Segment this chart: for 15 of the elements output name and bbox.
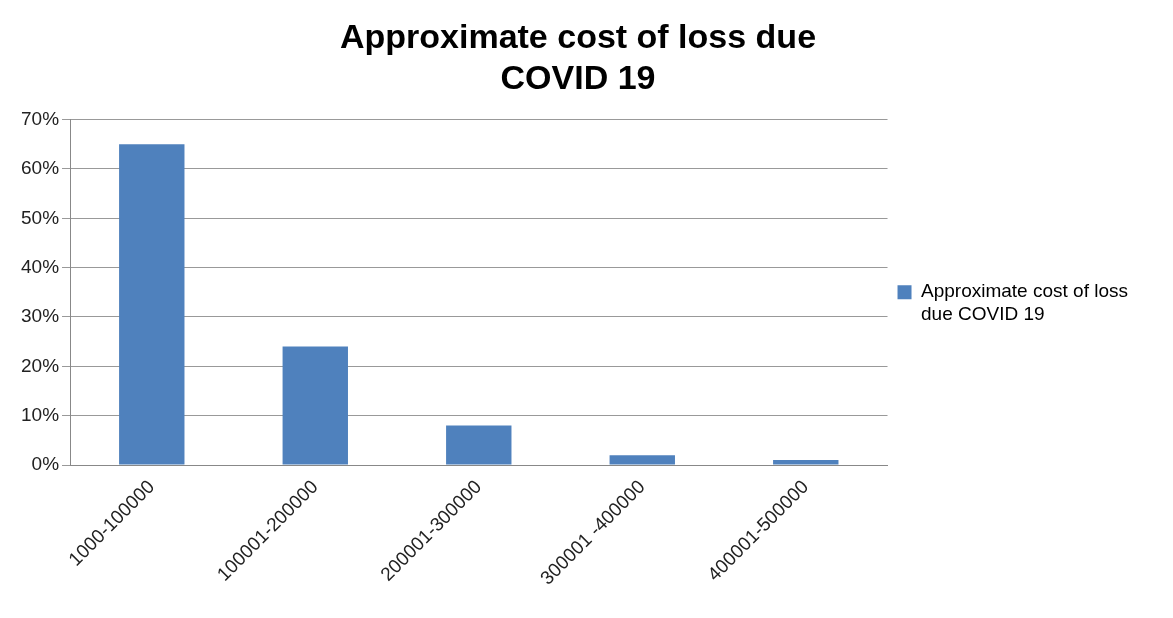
chart-title: Approximate cost of loss due COVID 19	[339, 16, 817, 96]
bar	[609, 455, 675, 465]
bar	[773, 460, 839, 465]
bar	[282, 346, 348, 465]
y-tick-label: 60%	[21, 157, 60, 179]
y-tick-label: 30%	[21, 305, 60, 327]
y-tick-label: 70%	[21, 107, 60, 129]
y-tick-label: 10%	[21, 403, 60, 425]
bar	[446, 425, 512, 465]
y-tick-label: 20%	[21, 354, 60, 376]
y-tick-label: 50%	[21, 206, 60, 228]
bar	[119, 144, 185, 465]
legend-label: Approximate cost of loss due COVID 19	[921, 280, 1129, 325]
y-tick-label: 40%	[21, 255, 60, 277]
y-tick-label: 0%	[31, 453, 60, 475]
